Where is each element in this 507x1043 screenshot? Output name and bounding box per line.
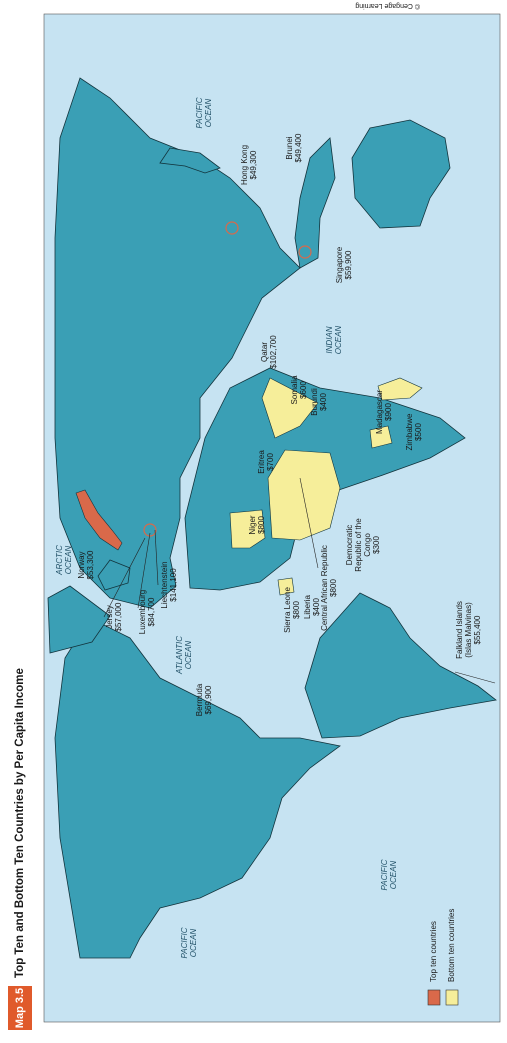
ocean-label: OCEAN	[184, 641, 193, 670]
country-income: $84,700	[147, 597, 156, 626]
japan	[159, 147, 221, 174]
liberia-sierra-leone	[277, 577, 295, 596]
europe-marker	[143, 523, 157, 537]
ocean-label: PACIFIC	[380, 859, 389, 890]
country-name: Eritrea	[257, 450, 266, 474]
country-name: Falkland Islands	[455, 601, 464, 659]
country-income: $900	[384, 403, 393, 421]
country-income: $69,900	[204, 685, 213, 714]
indonesia	[294, 137, 336, 269]
country-name: Jersey	[105, 605, 114, 629]
country-name: Niger	[248, 515, 257, 534]
country-income: $400	[312, 598, 321, 616]
country-name: Qatar	[260, 342, 269, 362]
country-name: Zimbabwe	[405, 413, 414, 450]
country-income: $102,700	[269, 335, 278, 369]
zimbabwe	[369, 425, 393, 449]
country-name: Liberia	[303, 594, 312, 619]
chad-car-drc	[267, 449, 341, 541]
south-america	[304, 592, 497, 739]
country-income: $800	[329, 579, 338, 597]
country-name: Bermuda	[195, 683, 204, 716]
country-income: $800	[257, 516, 266, 534]
ocean-label: OCEAN	[389, 861, 398, 890]
eurasia	[54, 77, 301, 609]
country-name: Singapore	[335, 246, 344, 283]
country-name: Somalia	[290, 375, 299, 404]
ocean-label: OCEAN	[64, 546, 73, 575]
ocean-label: OCEAN	[189, 929, 198, 958]
country-income: $400	[319, 393, 328, 411]
credit: © Cengage Learning	[355, 2, 420, 10]
norway	[75, 489, 123, 551]
ocean-label: INDIAN	[325, 326, 334, 353]
country-income: $300	[372, 536, 381, 554]
ocean-label: ATLANTIC	[175, 636, 184, 675]
madagascar	[377, 377, 423, 401]
ocean-label: PACIFIC	[180, 927, 189, 958]
country-name: Luxembourg	[138, 590, 147, 634]
country-name: Democratic	[345, 525, 354, 565]
niger	[229, 509, 266, 549]
country-income: $49,400	[294, 133, 303, 162]
ocean-label: OCEAN	[334, 326, 343, 355]
country-name: Republic of the	[354, 518, 363, 572]
country-name: Congo	[363, 533, 372, 557]
country-income: $55,400	[473, 615, 482, 644]
country-income: $700	[266, 453, 275, 471]
singapore-marker	[298, 245, 312, 259]
country-name: Norway	[77, 551, 86, 578]
country-income: $49,300	[249, 150, 258, 179]
country-income: $500	[414, 423, 423, 441]
title-badge-bg	[8, 986, 32, 1030]
country-income: $53,300	[86, 550, 95, 579]
legend-swatch	[445, 989, 459, 1006]
country-name: Central African Republic	[320, 545, 329, 631]
rotated-map: Map 3.5 Top Ten and Bottom Ten Countries…	[8, 13, 501, 1030]
somalia	[261, 377, 319, 439]
country-name: Sierra Leone	[283, 587, 292, 633]
ocean-label: ARCTIC	[55, 545, 64, 576]
country-income: $59,900	[344, 250, 353, 279]
hong-kong-marker	[225, 221, 239, 235]
legend-label: Top ten countries	[429, 921, 438, 982]
greenland	[47, 585, 111, 654]
country-name: Brunei	[285, 136, 294, 159]
country-name: (Islas Malvinas)	[464, 602, 473, 658]
ocean-label: OCEAN	[204, 99, 213, 128]
ocean-label: PACIFIC	[195, 97, 204, 128]
title-badge: Map 3.5	[14, 988, 26, 1028]
country-name: Burundi	[310, 388, 319, 416]
country-income: $141,100	[169, 568, 178, 602]
country-income: $800	[292, 601, 301, 619]
country-income: $57,000	[114, 602, 123, 631]
country-name: Madagascar	[375, 390, 384, 434]
legend-swatch	[427, 989, 441, 1006]
legend-label: Bottom ten countries	[447, 909, 456, 982]
north-america	[54, 617, 341, 959]
title: Top Ten and Bottom Ten Countries by Per …	[14, 668, 26, 978]
country-name: Hong Kong	[240, 145, 249, 185]
country-name: Liechtenstein	[160, 561, 169, 608]
country-income: $600	[299, 381, 308, 399]
leader-lines	[103, 477, 496, 684]
australia	[351, 119, 451, 229]
